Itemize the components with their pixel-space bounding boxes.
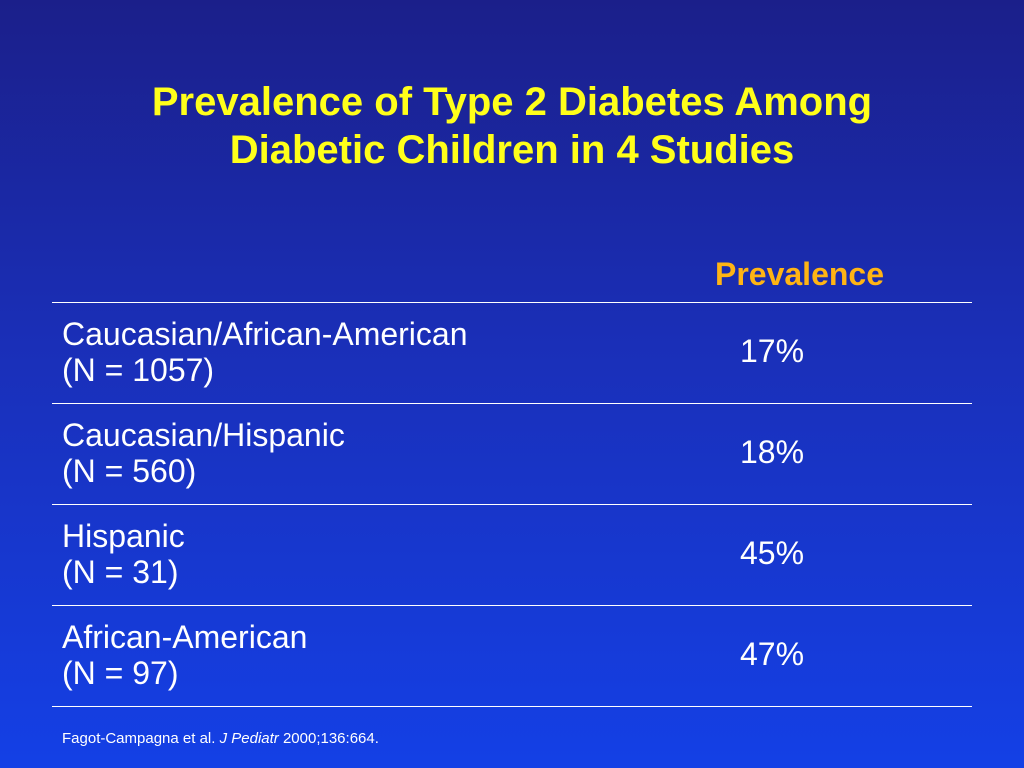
- row-label: Caucasian/African-American (N = 1057): [62, 316, 468, 388]
- population-label: Hispanic: [62, 518, 185, 554]
- sample-size: (N = 560): [62, 453, 197, 489]
- prevalence-value: 18%: [740, 434, 805, 470]
- row-label: Caucasian/Hispanic (N = 560): [62, 417, 345, 489]
- prevalence-table: Prevalence Caucasian/African-American (N…: [52, 250, 972, 707]
- slide-title-line-1: Prevalence of Type 2 Diabetes Among: [151, 80, 873, 124]
- prevalence-value: 17%: [740, 333, 805, 369]
- citation-journal: J Pediatr: [219, 730, 279, 747]
- sample-size: (N = 31): [62, 554, 179, 590]
- citation-reference: 2000;136:664.: [278, 730, 379, 747]
- row-label: African-American (N = 97): [62, 619, 307, 691]
- sample-size: (N = 97): [62, 655, 179, 691]
- table-row: Caucasian/Hispanic (N = 560) 18%: [52, 404, 972, 505]
- citation: Fagot-Campagna et al. J Pediatr 2000;136…: [62, 730, 379, 747]
- prevalence-value: 45%: [740, 535, 805, 571]
- citation-authors: Fagot-Campagna et al.: [62, 730, 220, 747]
- table-row: Caucasian/African-American (N = 1057) 17…: [52, 303, 972, 404]
- sample-size: (N = 1057): [62, 352, 215, 388]
- table-row: African-American (N = 97) 47%: [52, 606, 972, 707]
- prevalence-value: 47%: [740, 636, 805, 672]
- slide-title-line-2: Diabetic Children in 4 Studies: [229, 128, 795, 172]
- population-label: African-American: [62, 619, 308, 655]
- row-label: Hispanic (N = 31): [62, 518, 185, 590]
- table-header-row: Prevalence: [52, 250, 972, 303]
- slide-title: Prevalence of Type 2 Diabetes Among Diab…: [0, 78, 1024, 174]
- table-row: Hispanic (N = 31) 45%: [52, 505, 972, 606]
- prevalence-column-header: Prevalence: [714, 256, 884, 292]
- population-label: Caucasian/African-American: [62, 316, 468, 352]
- population-label: Caucasian/Hispanic: [62, 417, 345, 453]
